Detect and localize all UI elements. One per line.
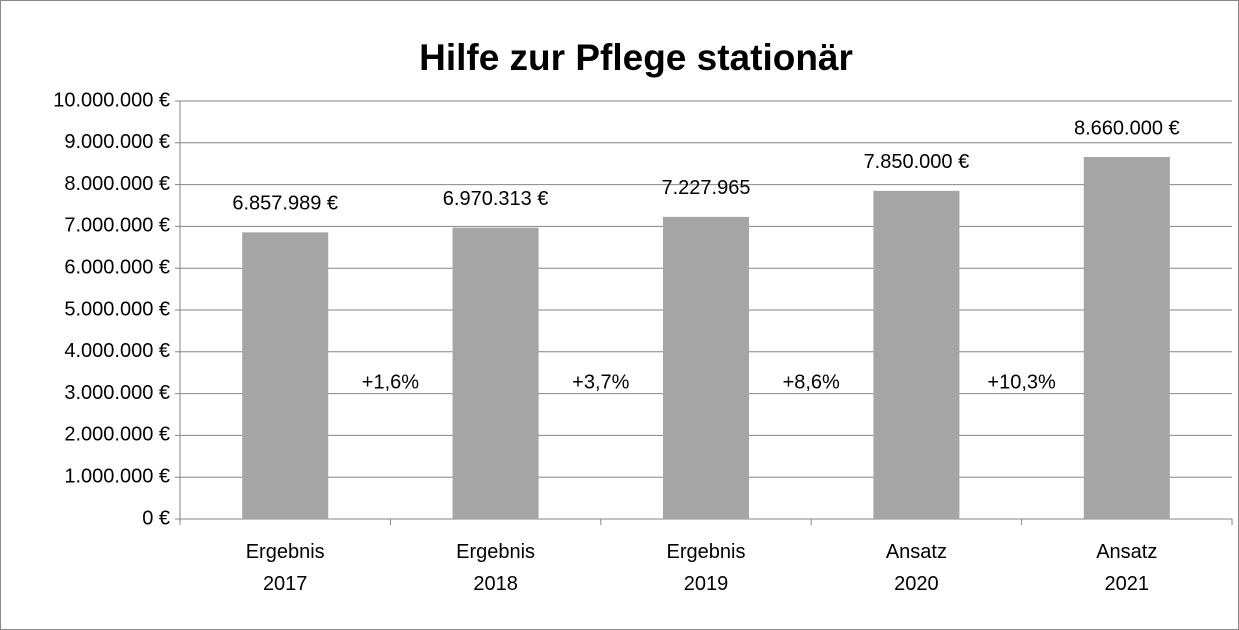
x-tick-label: Ansatz 2021 [1096, 541, 1157, 595]
x-tick-label: Ergebnis 2018 [456, 541, 535, 595]
value-label: 7.850.000 € [864, 151, 970, 173]
bar [1083, 157, 1170, 519]
chart-title: Hilfe zur Pflege stationär [419, 37, 853, 78]
y-tick-label: 0 € [142, 507, 170, 529]
y-tick-label: 3.000.000 € [64, 382, 170, 404]
x-tick-label-line: 2018 [473, 573, 518, 595]
y-tick-label: 8.000.000 € [64, 173, 170, 195]
x-tick-label-line: 2020 [894, 573, 939, 595]
annotation: +1,6% [362, 371, 419, 393]
y-tick-label: 10.000.000 € [53, 89, 170, 111]
annotation: +8,6% [783, 371, 840, 393]
value-label: 6.857.989 € [232, 193, 338, 215]
x-tick-label: Ergebnis 2017 [246, 541, 325, 595]
annotation: +10,3% [987, 371, 1056, 393]
x-tick-label: Ergebnis 2019 [667, 541, 746, 595]
x-tick-label: Ansatz 2020 [886, 541, 947, 595]
x-tick-label-line: Ergebnis [456, 541, 535, 563]
x-tick-label-line: 2019 [684, 573, 729, 595]
x-tick-label-line: Ansatz [1096, 541, 1157, 563]
y-tick-label: 7.000.000 € [64, 215, 170, 237]
y-tick-label: 5.000.000 € [64, 298, 170, 320]
x-tick-label-line: Ergebnis [667, 541, 746, 563]
bar [873, 190, 960, 519]
y-tick-label: 6.000.000 € [64, 256, 170, 278]
bar [452, 227, 539, 519]
x-tick-label-line: 2017 [263, 573, 308, 595]
value-label: 7.227.965 [662, 177, 751, 199]
x-tick-label-line: 2021 [1105, 573, 1150, 595]
value-label: 8.660.000 € [1074, 117, 1180, 139]
x-tick-label-line: Ergebnis [246, 541, 325, 563]
y-tick-label: 9.000.000 € [64, 131, 170, 153]
value-label: 6.970.313 € [443, 188, 549, 210]
y-tick-label: 1.000.000 € [64, 465, 170, 487]
bar [663, 216, 749, 519]
x-tick-label-line: Ansatz [886, 541, 947, 563]
annotation: +3,7% [572, 371, 629, 393]
y-tick-label: 2.000.000 € [64, 424, 170, 446]
y-tick-label: 4.000.000 € [64, 340, 170, 362]
bar [242, 232, 329, 519]
